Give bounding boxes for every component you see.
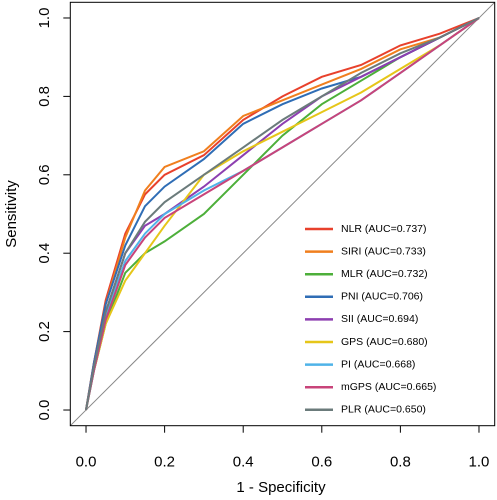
x-tick-label: 0.6 (311, 454, 332, 471)
roc-curve (85, 17, 480, 411)
x-tick-label: 0.8 (390, 454, 411, 471)
x-tick-label: 0.4 (233, 454, 254, 471)
x-tick-label: 0.2 (154, 454, 175, 471)
legend-label: MLR (AUC=0.732) (341, 268, 428, 280)
roc-curve (85, 17, 480, 411)
legend-label: SIRI (AUC=0.733) (341, 245, 426, 257)
y-tick-label: 1.0 (36, 8, 53, 29)
y-tick-label: 0.4 (36, 243, 53, 264)
roc-curve (85, 17, 480, 411)
y-tick-label: 0.8 (36, 86, 53, 107)
roc-curve (85, 17, 480, 411)
legend-label: GPS (AUC=0.680) (341, 336, 428, 348)
y-axis-label: Sensitivity (3, 180, 20, 248)
x-axis-label: 1 - Specificity (236, 479, 326, 496)
y-tick-label: 0.0 (36, 400, 53, 421)
legend-label: SII (AUC=0.694) (341, 313, 418, 325)
legend-label: mGPS (AUC=0.665) (341, 381, 436, 393)
y-tick-label: 0.6 (36, 164, 53, 185)
x-tick-label: 0.0 (76, 454, 97, 471)
plot-frame (69, 1, 496, 427)
reference-line (69, 1, 496, 427)
legend-label: PLR (AUC=0.650) (341, 404, 426, 416)
legend-label: PI (AUC=0.668) (341, 358, 415, 370)
y-tick-label: 0.2 (36, 321, 53, 342)
legend-label: NLR (AUC=0.737) (341, 223, 427, 235)
legend-label: PNI (AUC=0.706) (341, 291, 423, 303)
x-tick-label: 1.0 (469, 454, 490, 471)
